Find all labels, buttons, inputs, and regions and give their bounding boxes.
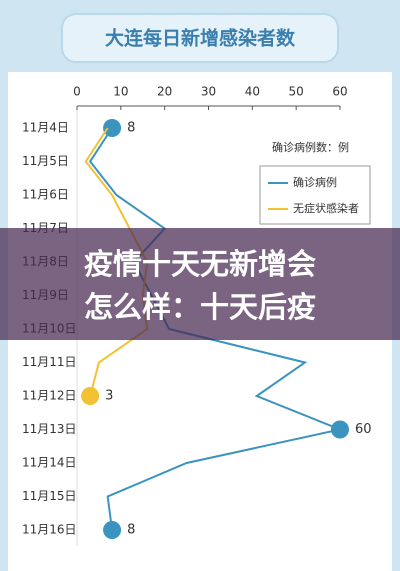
y-tick-label: 11月15日 (22, 489, 77, 503)
unit-note: 确诊病例数：例 (272, 140, 349, 154)
headline-line: 疫情十天无新增会 (84, 247, 316, 281)
y-tick-label: 11月14日 (22, 456, 77, 470)
x-tick-label: 40 (245, 85, 260, 99)
y-tick-label: 11月6日 (22, 188, 69, 202)
title-box (61, 13, 339, 63)
data-label: 8 (127, 121, 135, 136)
y-tick-label: 11月16日 (22, 523, 77, 537)
point (81, 387, 100, 405)
x-tick-label: 10 (113, 85, 128, 99)
y-tick-label: 11月13日 (22, 422, 77, 436)
data-label: 60 (355, 422, 372, 437)
point (331, 420, 349, 439)
x-tick-label: 30 (201, 85, 216, 99)
point (103, 521, 122, 539)
y-tick-label: 11月12日 (22, 389, 77, 403)
x-tick-label: 60 (332, 85, 347, 99)
headline-line: 怎么样：十天后疫 (84, 290, 316, 324)
x-tick-label: 0 (73, 85, 81, 99)
y-tick-label: 11月11日 (22, 355, 77, 369)
chart-title: 大连每日新增感染者数 (105, 27, 296, 50)
y-tick-label: 11月4日 (22, 121, 69, 135)
data-label: 8 (127, 523, 135, 538)
legend-box (259, 165, 371, 225)
x-tick-label: 20 (157, 85, 172, 99)
legend-label: 确诊病例 (293, 175, 337, 189)
data-label: 3 (105, 389, 113, 404)
legend-label: 无症状感染者 (293, 201, 359, 215)
x-tick-label: 50 (289, 85, 304, 99)
headline-overlay (0, 228, 400, 340)
point (103, 119, 122, 137)
y-tick-label: 11月5日 (22, 154, 69, 168)
